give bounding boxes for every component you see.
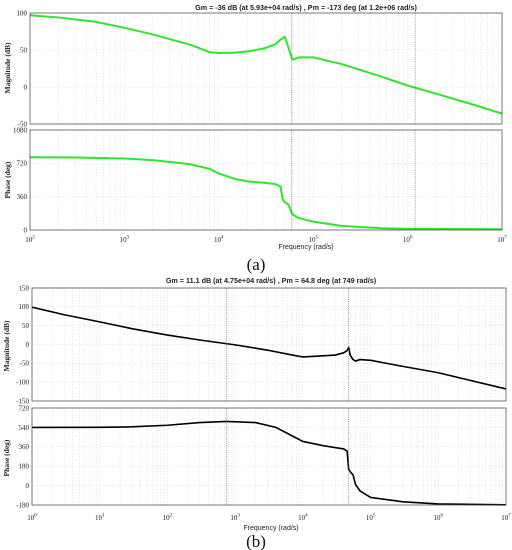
plot-a-xtick-label: 103 [120, 236, 130, 245]
plot-b-magnitude-ytick-label: 0 [26, 341, 30, 349]
plot-b-phase-ytick-label: 180 [19, 463, 30, 471]
plot-b-magnitude-ylabel: Magnitude (dB) [2, 320, 11, 372]
plot-b-xtick-label: 104 [298, 514, 308, 523]
plot-a-phase-ylabel: Phase (deg) [3, 161, 12, 198]
plot-b-phase-ytick-label: 0 [26, 482, 30, 490]
plot-a-caption: (a) [247, 255, 266, 274]
plot-a-phase-ytick-label: 720 [17, 160, 28, 168]
plot-b-phase-curve [31, 420, 507, 506]
bode-plot-a: Gm = -36 dB (at 5.93e+04 rad/s) , Pm = -… [3, 3, 507, 274]
plot-a-phase-ytick-label: 0 [24, 226, 28, 234]
plot-a-xtick-label: 107 [497, 236, 507, 245]
plot-a-phase-panel: 0 360 720 1080 102 103 104 105 106 107 [13, 126, 507, 244]
plot-a-phase-ytick-label: 1080 [13, 126, 28, 134]
plot-b-xtick-label: 101 [95, 514, 105, 523]
plot-b-xtick-label: 107 [501, 514, 511, 523]
plot-b-phase-ytick-label: 360 [19, 443, 30, 451]
plot-a-phase-frame [29, 129, 503, 231]
plot-b-title: Gm = 11.1 dB (at 4.75e+04 rad/s) , Pm = … [166, 276, 377, 285]
plot-a-phase-curve [29, 156, 503, 231]
plot-b-xtick-label: 105 [366, 514, 376, 523]
plot-b-phase-ytick-label: 540 [19, 424, 30, 432]
plot-b-phase-panel: -180 0 180 360 540 720 100 101 102 103 104 105 106 10… [16, 404, 511, 522]
plot-b-magnitude-ytick-label: -150 [16, 397, 29, 405]
plot-a-phase-ytick-label: 360 [17, 193, 28, 201]
plot-a-xlabel: Frequency (rad/s) [278, 244, 333, 251]
plot-b-magnitude-curve [31, 306, 507, 390]
plot-a-xtick-label: 104 [214, 236, 224, 245]
plot-a-magnitude-ytick-label: 100 [17, 9, 28, 17]
plot-a-magnitude-panel: -50 0 50 100 [17, 9, 503, 128]
plot-a-xtick-label: 105 [308, 236, 318, 245]
plot-a-magnitude-frame [29, 12, 503, 125]
plot-b-caption: (b) [246, 532, 266, 550]
plot-b-phase-ytick-label: 720 [19, 404, 30, 412]
plot-b-magnitude-ytick-label: 50 [22, 322, 30, 330]
plot-b-magnitude-ytick-label: -100 [16, 379, 29, 387]
plot-b-magnitude-ytick-label: 100 [19, 303, 30, 311]
plot-a-magnitude-curve [29, 14, 503, 115]
plot-a-xtick-label: 102 [25, 236, 35, 245]
plot-a-xtick-label: 106 [403, 236, 413, 245]
plot-b-magnitude-ytick-label: -50 [20, 360, 30, 368]
plot-a-magnitude-ytick-label: 0 [24, 83, 28, 91]
plot-a-magnitude-ytick-label: 50 [20, 46, 28, 54]
plot-b-xtick-label: 103 [230, 514, 240, 523]
plot-b-xtick-label: 102 [163, 514, 173, 523]
plot-b-xtick-label: 106 [434, 514, 444, 523]
plot-b-phase-ylabel: Phase (deg) [2, 439, 11, 476]
plot-a-magnitude-ytick-label: -50 [18, 120, 28, 128]
plot-b-xlabel: Frequency (rad/s) [243, 525, 298, 532]
bode-plot-b: Gm = 11.1 dB (at 4.75e+04 rad/s) , Pm = … [2, 276, 511, 550]
plot-b-magnitude-panel: -150 -100 -50 0 50 100 150 [16, 284, 507, 405]
plot-a-magnitude-ylabel: Magnitude (dB) [3, 42, 12, 94]
plot-a-title: Gm = -36 dB (at 5.93e+04 rad/s) , Pm = -… [195, 3, 417, 12]
plot-b-xtick-label: 100 [27, 514, 37, 523]
plot-b-phase-frame [31, 407, 507, 506]
plot-b-magnitude-frame [31, 287, 507, 402]
plot-b-magnitude-ytick-label: 150 [19, 284, 30, 292]
plot-b-phase-ytick-label: -180 [16, 501, 29, 509]
